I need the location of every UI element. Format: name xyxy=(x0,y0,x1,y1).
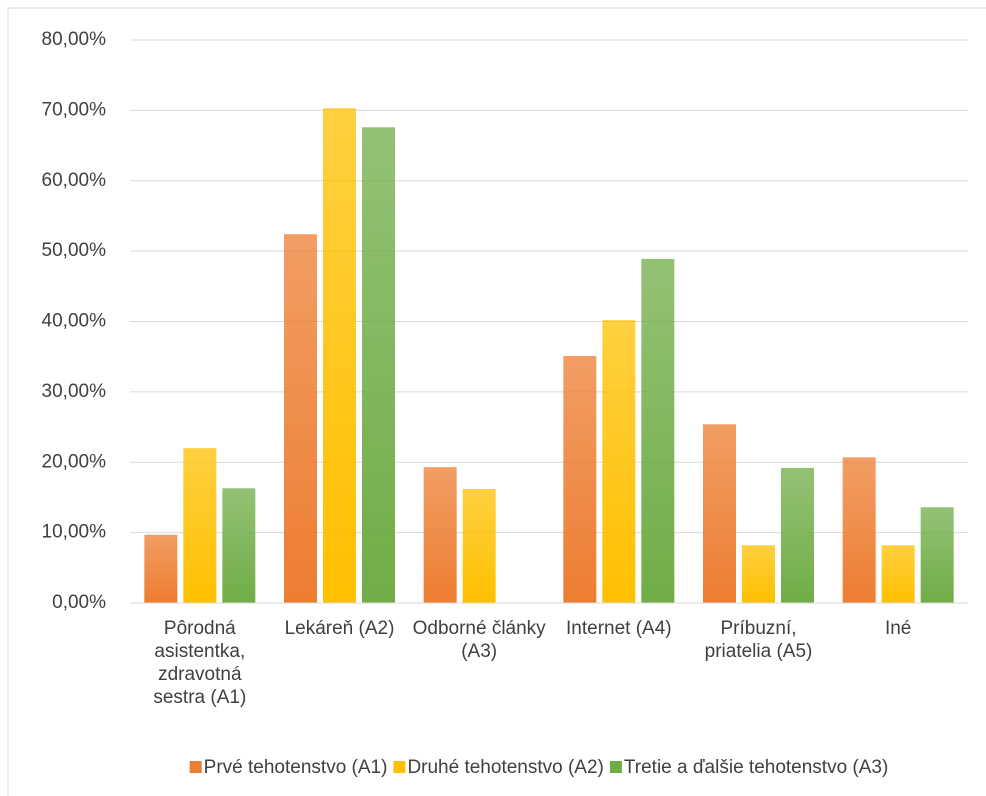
x-tick-label: Pôrodná asistentka, zdravotná sestra (A1… xyxy=(153,618,247,708)
legend-swatch xyxy=(609,761,622,773)
bar xyxy=(563,355,597,603)
y-tick-label: 20,00% xyxy=(42,451,107,472)
bar xyxy=(920,507,954,603)
bar xyxy=(284,234,317,604)
y-tick-label: 80,00% xyxy=(42,29,107,50)
legend-label: Druhé tehotenstvo (A2) xyxy=(407,757,603,778)
x-tick-label: Internet (A4) xyxy=(566,618,672,639)
x-tick-label: Iné xyxy=(884,618,912,639)
legend-swatch xyxy=(189,761,202,773)
y-tick-label: 0,00% xyxy=(52,592,106,613)
bar xyxy=(602,320,636,603)
y-tick-label: 30,00% xyxy=(42,381,107,402)
bar xyxy=(781,467,814,603)
bar xyxy=(423,467,457,603)
bar xyxy=(742,545,775,603)
bar xyxy=(222,488,256,603)
bar xyxy=(144,534,178,603)
bar xyxy=(703,424,736,603)
x-tick-label: Lekáreň (A2) xyxy=(284,618,395,639)
bar xyxy=(462,488,496,603)
legend-swatch xyxy=(393,761,406,773)
bar xyxy=(881,545,915,603)
y-tick-label: 70,00% xyxy=(42,99,107,120)
x-tick-label: Odborné články (A3) xyxy=(412,618,546,662)
bar xyxy=(323,108,356,604)
bar xyxy=(842,457,876,603)
legend: Prvé tehotenstvo (A1) Druhé tehotenstvo (… xyxy=(189,757,888,778)
bar xyxy=(641,258,675,603)
y-tick-label: 60,00% xyxy=(42,170,107,191)
x-tick-label: Príbuzní, priatelia (A5) xyxy=(704,618,813,662)
chart-border xyxy=(7,7,986,796)
y-tick-label: 10,00% xyxy=(42,522,107,543)
legend-label: Tretie a ďalšie tehotenstvo (A3) xyxy=(624,757,888,778)
y-tick-label: 40,00% xyxy=(42,311,107,332)
legend-label: Prvé tehotenstvo (A1) xyxy=(204,757,388,778)
bar xyxy=(183,448,217,603)
y-tick-label: 50,00% xyxy=(42,240,107,261)
bar xyxy=(362,127,395,603)
